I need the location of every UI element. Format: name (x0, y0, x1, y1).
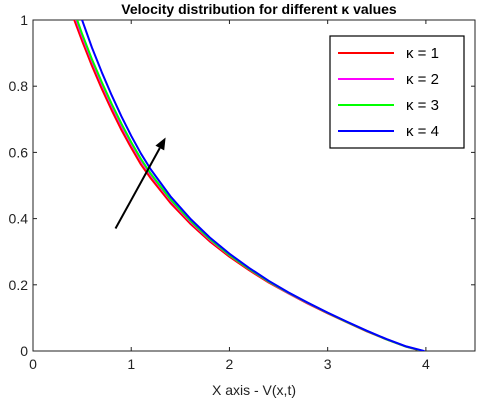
chart-title: Velocity distribution for different κ va… (121, 1, 397, 17)
x-tick-label: 0 (29, 356, 37, 372)
x-tick-label: 3 (324, 356, 332, 372)
legend-label-3: κ = 3 (406, 97, 439, 114)
x-axis-ticks: 0 1 2 3 4 (29, 20, 430, 372)
x-axis-label: X axis - V(x,t) (212, 382, 296, 398)
y-tick-label: 1 (20, 12, 28, 28)
y-tick-label: 0.8 (9, 78, 29, 94)
x-tick-label: 4 (422, 356, 430, 372)
y-tick-label: 0 (20, 343, 28, 359)
annotation-layer (114, 137, 166, 230)
y-axis-ticks: 0 0.2 0.4 0.6 0.8 1 (9, 12, 475, 359)
legend-label-1: κ = 1 (406, 45, 439, 62)
series-line-4 (81, 20, 425, 351)
y-tick-label: 0.6 (9, 144, 29, 160)
legend: κ = 1 κ = 2 κ = 3 κ = 4 (329, 35, 465, 149)
y-tick-label: 0.2 (9, 277, 29, 293)
legend-label-4: κ = 4 (406, 123, 439, 140)
series-layer (73, 20, 425, 351)
x-tick-label: 1 (127, 356, 135, 372)
legend-label-2: κ = 2 (406, 71, 439, 88)
x-tick-label: 2 (226, 356, 234, 372)
legend-box (329, 35, 465, 149)
annotation-arrow-shaft (114, 147, 161, 230)
annotation-arrow-head (155, 137, 166, 151)
y-tick-label: 0.4 (9, 211, 29, 227)
